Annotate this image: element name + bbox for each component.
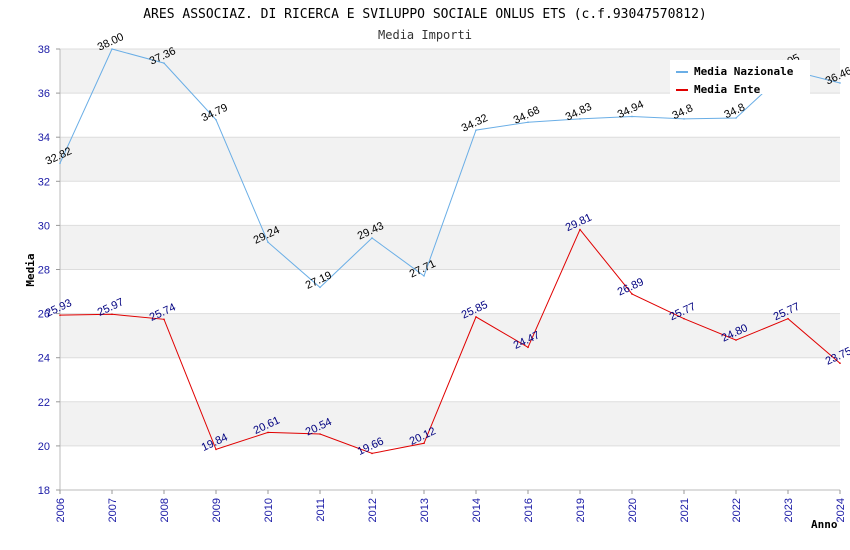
- chart-subtitle: Media Importi: [378, 28, 472, 42]
- data-point: [579, 228, 581, 231]
- data-point: [579, 118, 581, 120]
- data-point: [631, 115, 633, 118]
- y-tick-label: 22: [38, 397, 50, 409]
- x-tick-label: 2020: [627, 498, 639, 522]
- data-point: [631, 293, 633, 295]
- y-tick-label: 28: [38, 265, 50, 277]
- y-tick-label: 34: [38, 132, 50, 144]
- data-point: [475, 316, 477, 318]
- plot-background-bands: [60, 49, 840, 490]
- data-point: [371, 452, 373, 455]
- chart-title: ARES ASSOCIAZ. DI RICERCA E SVILUPPO SOC…: [143, 7, 707, 22]
- x-tick-label: 2012: [367, 498, 379, 522]
- plot-band: [60, 269, 840, 314]
- y-tick-label: 38: [38, 44, 50, 56]
- data-point: [423, 442, 425, 445]
- y-tick-label: 30: [38, 220, 50, 232]
- x-tick-label: 2022: [731, 498, 743, 522]
- legend-label-ente: Media Ente: [694, 83, 761, 96]
- data-point: [683, 317, 685, 320]
- x-tick-label: 2006: [55, 498, 67, 522]
- x-tick-label: 2023: [783, 498, 795, 522]
- plot-band: [60, 225, 840, 270]
- data-point: [59, 162, 61, 165]
- x-tick-label: 2009: [211, 498, 223, 522]
- data-point: [423, 275, 425, 277]
- y-tick-label: 24: [38, 353, 50, 365]
- legend: Media Nazionale Media Ente: [670, 60, 810, 96]
- series-line-media-ente: [59, 228, 841, 454]
- data-point: [735, 117, 737, 119]
- x-tick-label: 2007: [107, 498, 119, 522]
- x-tick-label: 2016: [523, 498, 535, 522]
- plot-band: [60, 445, 840, 490]
- x-tick-label: 2019: [575, 498, 587, 522]
- data-point: [683, 118, 685, 120]
- x-tick-label: 2013: [419, 498, 431, 522]
- data-point: [215, 448, 217, 451]
- data-point: [319, 286, 321, 289]
- data-point: [839, 82, 841, 84]
- y-tick-label: 32: [38, 176, 50, 188]
- data-point: [215, 118, 217, 121]
- x-axis-ticks: 2006 2007 2008 2009 2010 2011 2012 2013 2014 2016…: [55, 490, 847, 522]
- data-point: [527, 121, 529, 124]
- plot-band: [60, 401, 840, 446]
- data-point: [319, 433, 321, 435]
- data-point: [735, 339, 737, 341]
- data-point: [267, 431, 269, 434]
- x-tick-label: 2011: [315, 498, 327, 522]
- x-tick-label: 2008: [159, 498, 171, 522]
- data-point: [475, 129, 477, 131]
- data-point: [787, 317, 789, 320]
- y-axis-ticks: 18 20 22 24 26 28 30 32 34 36 38: [38, 44, 60, 497]
- x-tick-label: 2014: [471, 498, 483, 522]
- y-tick-label: 26: [38, 309, 50, 321]
- y-tick-label: 36: [38, 88, 50, 100]
- data-point: [163, 62, 165, 64]
- plot-band: [60, 137, 840, 182]
- series-layer: [59, 48, 841, 455]
- plot-band: [60, 93, 840, 138]
- data-point: [59, 314, 61, 316]
- data-point: [111, 313, 113, 316]
- data-point: [839, 362, 841, 365]
- data-point: [163, 318, 165, 321]
- series-line-media-nazionale: [59, 48, 841, 289]
- data-point: [111, 48, 113, 50]
- data-point: [267, 241, 269, 243]
- data-point: [371, 237, 373, 239]
- y-tick-label: 18: [38, 485, 50, 497]
- x-tick-label: 2024: [835, 498, 847, 522]
- y-axis-label: Media: [24, 253, 37, 286]
- legend-label-naz: Media Nazionale: [694, 65, 794, 78]
- data-point: [527, 346, 529, 349]
- x-tick-label: 2021: [679, 498, 691, 522]
- plot-band: [60, 313, 840, 358]
- x-tick-label: 2010: [263, 498, 275, 522]
- y-tick-label: 20: [38, 441, 50, 453]
- x-axis-label: Anno: [811, 518, 838, 531]
- legend-box: [670, 60, 810, 94]
